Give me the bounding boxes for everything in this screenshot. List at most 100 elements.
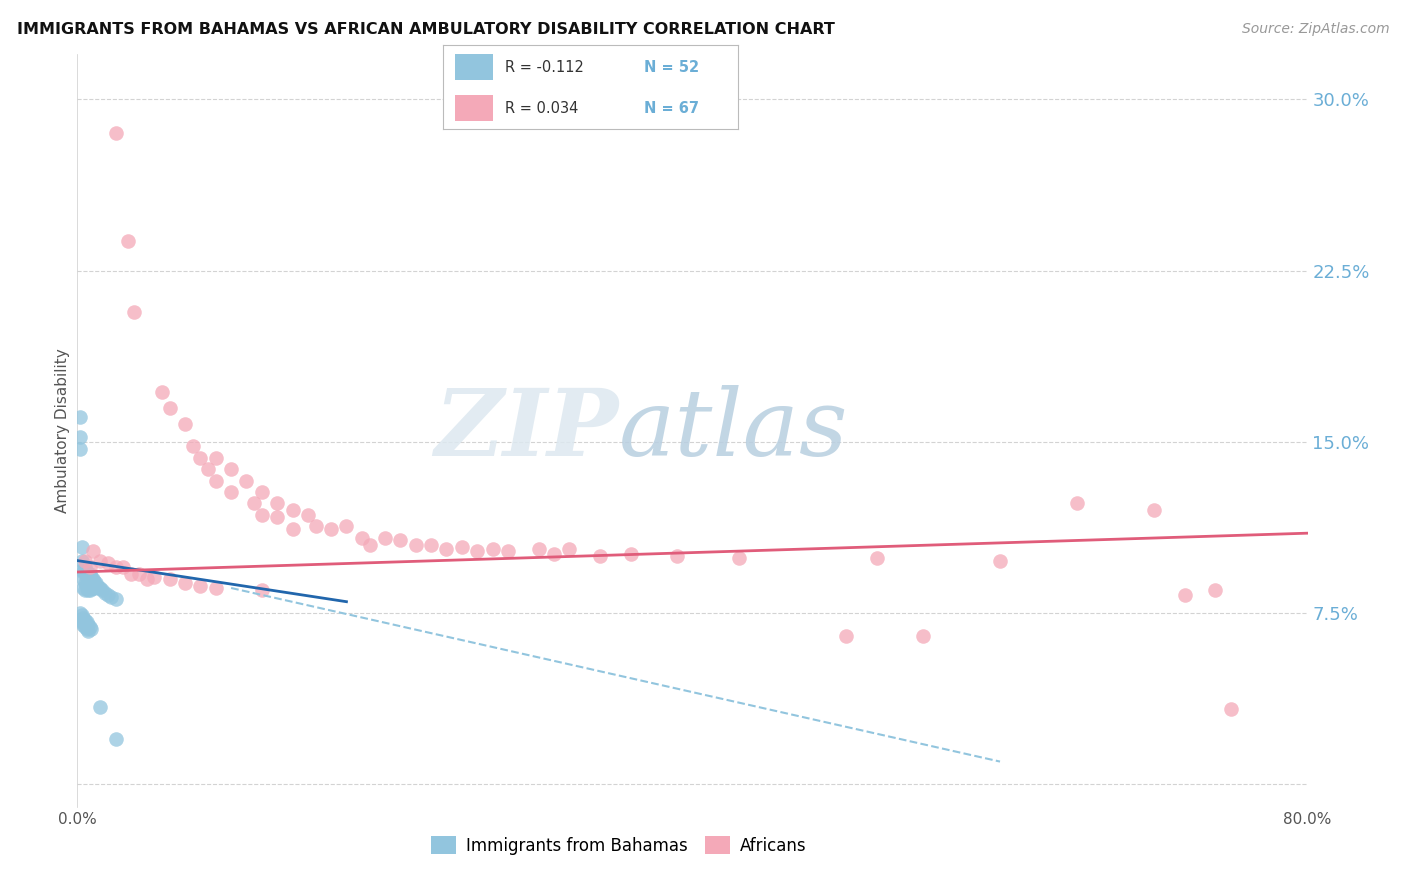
Point [70,608,93,623]
Point [97,588,120,602]
Point [335,519,357,533]
Point [82,572,104,586]
Point [481,542,503,557]
Point [174,576,197,591]
Point [89,581,111,595]
Point [82,544,104,558]
Point [558,542,581,557]
Point [69,409,91,424]
Point [77,624,100,639]
Point [204,474,226,488]
Point [72,581,94,595]
Point [589,549,612,563]
Point [988,553,1011,567]
Point [70,553,93,567]
Point [80,579,103,593]
Legend: Immigrants from Bahamas, Africans: Immigrants from Bahamas, Africans [423,828,814,863]
Point [496,544,519,558]
Point [389,533,412,547]
Point [100,590,122,604]
Point [866,551,889,566]
Point [281,503,304,517]
Point [405,538,427,552]
Point [374,531,396,545]
Point [94,585,117,599]
Text: R = -0.112: R = -0.112 [505,60,583,75]
Point [80,569,103,583]
Point [69,430,91,444]
Text: atlas: atlas [619,385,848,475]
Text: ZIP: ZIP [434,385,619,475]
Point [79,620,101,634]
Point [181,439,204,453]
Point [84,576,107,591]
Point [72,572,94,586]
Point [250,508,273,522]
Point [204,581,226,595]
Point [69,613,91,627]
Point [76,572,98,586]
Point [250,485,273,500]
Point [69,606,91,620]
Point [76,622,98,636]
Point [72,610,94,624]
Point [73,560,96,574]
Point [305,519,328,533]
Point [77,583,100,598]
Point [159,572,181,586]
Point [1219,702,1241,716]
Point [76,615,98,630]
Point [1143,503,1166,517]
Point [117,234,139,248]
Point [89,699,111,714]
Point [83,574,105,589]
FancyBboxPatch shape [454,54,494,80]
Point [420,538,443,552]
Point [143,569,166,583]
Point [266,496,288,510]
Point [72,565,94,579]
Point [527,542,550,557]
Point [359,538,381,552]
Point [219,462,242,476]
Point [350,531,373,545]
Point [666,549,689,563]
Point [73,620,96,634]
Point [243,496,266,510]
Point [174,417,197,431]
Point [83,581,105,595]
Point [197,462,219,476]
Point [727,551,749,566]
Text: N = 67: N = 67 [644,101,699,116]
Point [1066,496,1088,510]
Point [104,560,127,574]
Point [188,579,212,593]
Point [1204,583,1226,598]
Point [77,576,100,591]
Point [235,474,257,488]
Point [77,567,100,582]
Point [219,485,242,500]
Point [112,560,135,574]
Point [250,583,273,598]
Point [1174,588,1197,602]
Point [72,617,94,632]
Point [73,553,96,567]
Point [79,560,101,574]
Point [82,581,104,595]
Text: R = 0.034: R = 0.034 [505,101,578,116]
Point [104,592,127,607]
Text: IMMIGRANTS FROM BAHAMAS VS AFRICAN AMBULATORY DISABILITY CORRELATION CHART: IMMIGRANTS FROM BAHAMAS VS AFRICAN AMBUL… [17,22,835,37]
Point [79,567,101,582]
Point [436,542,458,557]
Point [281,522,304,536]
Point [86,579,108,593]
Point [135,572,157,586]
Point [69,442,91,456]
Point [70,615,93,630]
Point [188,450,212,465]
Point [79,583,101,598]
Point [297,508,319,522]
Point [159,401,181,415]
Point [543,547,565,561]
